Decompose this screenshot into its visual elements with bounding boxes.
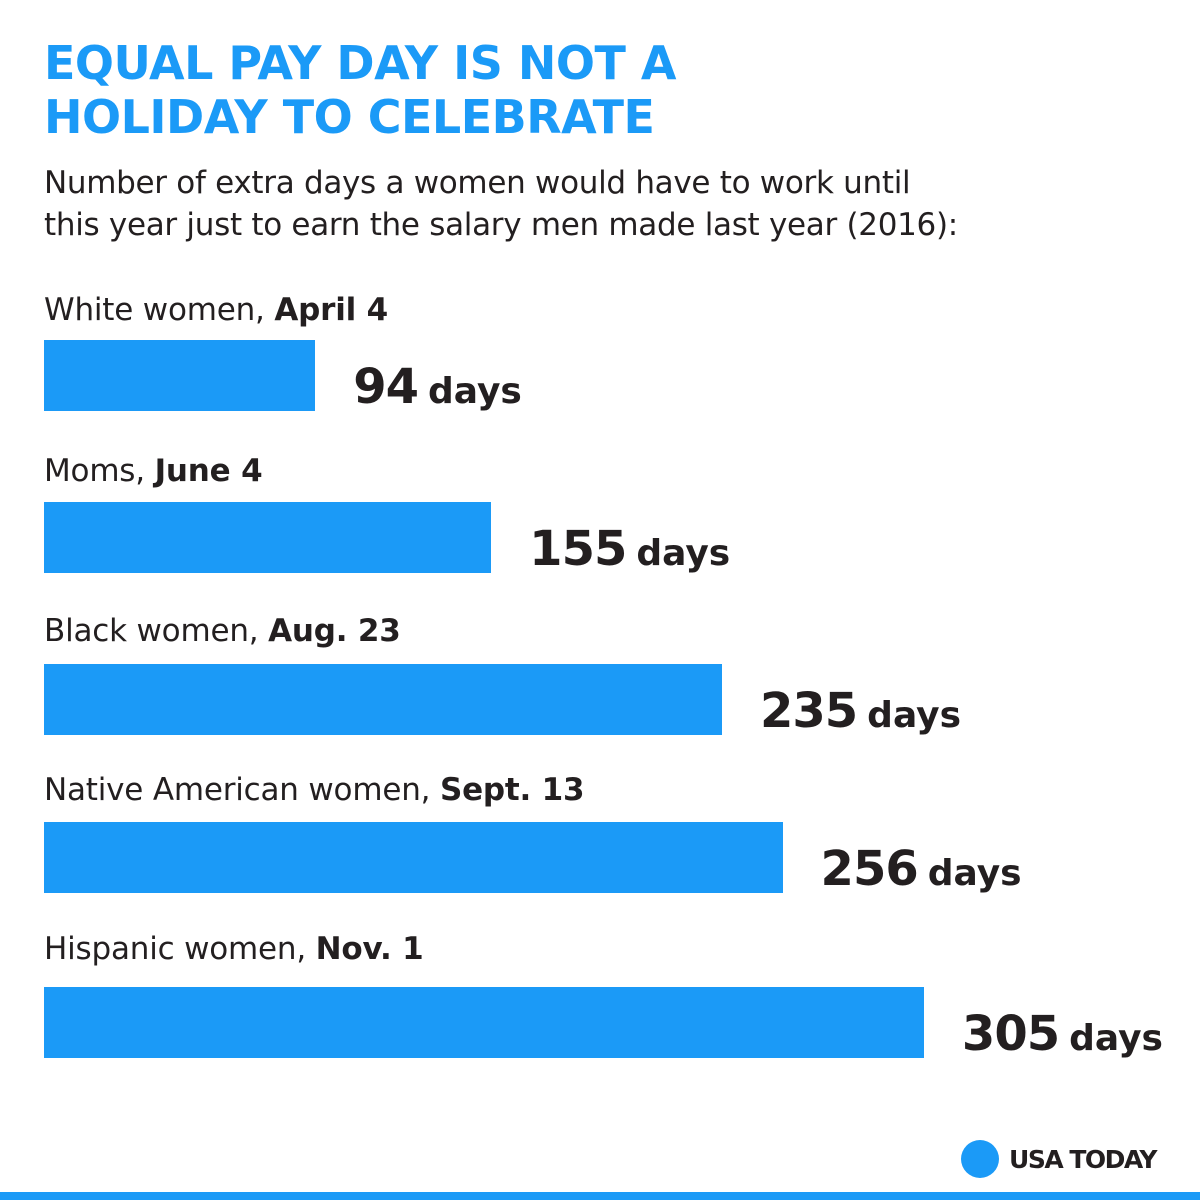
data-label-value: 235 bbox=[759, 683, 858, 739]
bar bbox=[44, 664, 722, 735]
data-label-unit: days bbox=[636, 533, 731, 574]
data-label-value: 305 bbox=[961, 1006, 1060, 1062]
category-name: Black women, bbox=[44, 613, 269, 649]
subtitle-line-2: this year just to earn the salary men ma… bbox=[44, 207, 958, 243]
category-label: Black women, Aug. 23 bbox=[44, 611, 401, 651]
data-label: 155 days bbox=[529, 519, 730, 579]
category-date: April 4 bbox=[274, 292, 389, 328]
bar bbox=[44, 987, 924, 1058]
category-label: Moms, June 4 bbox=[44, 451, 263, 491]
data-label-unit: days bbox=[427, 371, 522, 412]
category-date: Nov. 1 bbox=[315, 931, 424, 967]
title-line-2: HOLIDAY TO CELEBRATE bbox=[44, 90, 655, 144]
logo-dot-icon bbox=[961, 1140, 1000, 1178]
category-date: June 4 bbox=[154, 453, 263, 489]
data-label: 235 days bbox=[760, 681, 961, 741]
category-date: Sept. 13 bbox=[439, 772, 585, 808]
data-label-value: 256 bbox=[820, 841, 919, 897]
data-label-unit: days bbox=[927, 853, 1022, 894]
category-date: Aug. 23 bbox=[268, 613, 401, 649]
bar bbox=[44, 502, 492, 573]
data-label-unit: days bbox=[1069, 1018, 1163, 1059]
category-label: Native American women, Sept. 13 bbox=[44, 770, 585, 810]
bottom-divider bbox=[0, 1192, 1200, 1200]
data-label: 256 days bbox=[821, 839, 1022, 899]
title-line-1: EQUAL PAY DAY IS NOT A bbox=[44, 36, 676, 90]
data-label-unit: days bbox=[867, 695, 962, 736]
data-label-value: 94 bbox=[353, 359, 419, 415]
data-label-value: 155 bbox=[529, 521, 627, 577]
category-label: Hispanic women, Nov. 1 bbox=[44, 929, 424, 969]
chart-subtitle: Number of extra days a women would have … bbox=[44, 162, 1174, 246]
usa-today-logo: USA TODAY bbox=[961, 1140, 1157, 1178]
category-name: Moms, bbox=[44, 453, 155, 489]
bar bbox=[44, 340, 316, 411]
logo-text: USA TODAY bbox=[1009, 1144, 1157, 1174]
category-name: White women, bbox=[44, 292, 275, 328]
category-name: Hispanic women, bbox=[44, 931, 316, 967]
data-label: 305 days bbox=[962, 1004, 1163, 1064]
chart-title: EQUAL PAY DAY IS NOT A HOLIDAY TO CELEBR… bbox=[44, 36, 1164, 144]
category-name: Native American women, bbox=[44, 772, 440, 808]
category-label: White women, April 4 bbox=[44, 290, 388, 330]
data-label: 94 days bbox=[353, 357, 522, 417]
bar bbox=[44, 822, 783, 893]
subtitle-line-1: Number of extra days a women would have … bbox=[44, 165, 911, 201]
